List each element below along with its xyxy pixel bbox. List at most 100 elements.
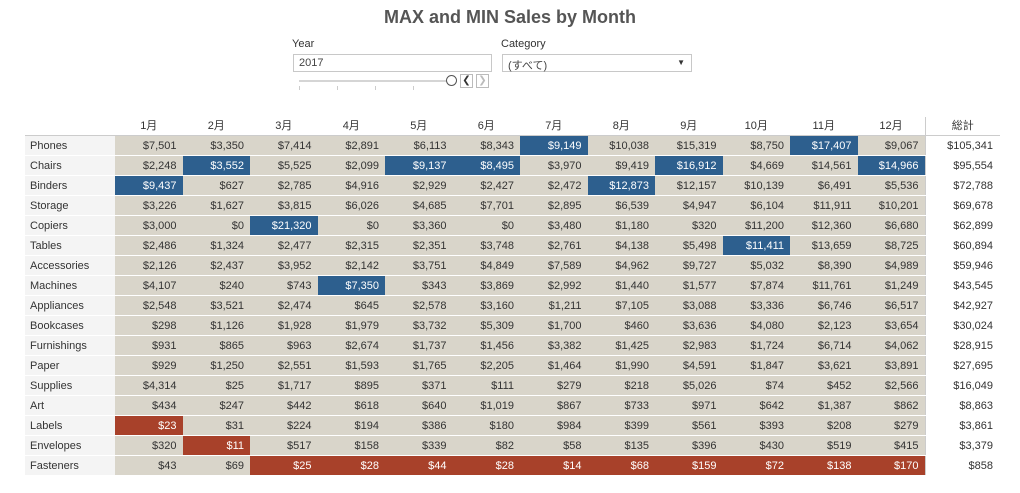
max-sales-cell[interactable]: $21,320 xyxy=(250,215,318,236)
sales-cell[interactable]: $0 xyxy=(317,215,385,236)
sales-cell[interactable]: $931 xyxy=(115,335,183,356)
sales-cell[interactable]: $1,979 xyxy=(317,315,385,336)
max-sales-cell[interactable]: $17,407 xyxy=(790,135,858,156)
min-sales-cell[interactable]: $138 xyxy=(790,455,858,476)
max-sales-cell[interactable]: $11,411 xyxy=(722,235,790,256)
column-header[interactable]: 8月 xyxy=(587,117,655,136)
min-sales-cell[interactable]: $44 xyxy=(385,455,453,476)
sales-cell[interactable]: $2,761 xyxy=(520,235,588,256)
sales-cell[interactable]: $7,501 xyxy=(115,135,183,156)
sales-cell[interactable]: $460 xyxy=(587,315,655,336)
sales-cell[interactable]: $393 xyxy=(722,415,790,436)
max-sales-cell[interactable]: $9,437 xyxy=(115,175,183,196)
sales-cell[interactable]: $434 xyxy=(115,395,183,416)
sales-cell[interactable]: $1,627 xyxy=(182,195,250,216)
sales-cell[interactable]: $2,486 xyxy=(115,235,183,256)
sales-cell[interactable]: $984 xyxy=(520,415,588,436)
row-label[interactable]: Furnishings xyxy=(25,335,115,356)
max-sales-cell[interactable]: $9,137 xyxy=(385,155,453,176)
row-total-cell[interactable]: $60,894 xyxy=(924,235,1000,256)
sales-cell[interactable]: $4,989 xyxy=(857,255,925,276)
sales-cell[interactable]: $6,746 xyxy=(790,295,858,316)
sales-cell[interactable]: $25 xyxy=(182,375,250,396)
row-total-cell[interactable]: $42,927 xyxy=(924,295,1000,316)
sales-cell[interactable]: $3,970 xyxy=(520,155,588,176)
column-header[interactable]: 5月 xyxy=(385,117,453,136)
row-total-cell[interactable]: $105,341 xyxy=(924,135,1000,156)
sales-cell[interactable]: $158 xyxy=(317,435,385,456)
min-sales-cell[interactable]: $28 xyxy=(317,455,385,476)
sales-cell[interactable]: $4,669 xyxy=(722,155,790,176)
sales-cell[interactable]: $4,080 xyxy=(722,315,790,336)
sales-cell[interactable]: $1,211 xyxy=(520,295,588,316)
sales-cell[interactable]: $1,464 xyxy=(520,355,588,376)
min-sales-cell[interactable]: $14 xyxy=(520,455,588,476)
sales-cell[interactable]: $396 xyxy=(655,435,723,456)
row-label[interactable]: Envelopes xyxy=(25,435,115,456)
sales-cell[interactable]: $320 xyxy=(655,215,723,236)
row-total-cell[interactable]: $3,379 xyxy=(924,435,1000,456)
sales-cell[interactable]: $3,636 xyxy=(655,315,723,336)
sales-cell[interactable]: $3,891 xyxy=(857,355,925,376)
row-label[interactable]: Bookcases xyxy=(25,315,115,336)
sales-cell[interactable]: $3,360 xyxy=(385,215,453,236)
sales-cell[interactable]: $279 xyxy=(520,375,588,396)
sales-cell[interactable]: $224 xyxy=(250,415,318,436)
sales-cell[interactable]: $111 xyxy=(452,375,520,396)
sales-cell[interactable]: $3,732 xyxy=(385,315,453,336)
max-sales-cell[interactable]: $8,495 xyxy=(452,155,520,176)
sales-cell[interactable]: $7,414 xyxy=(250,135,318,156)
sales-cell[interactable]: $2,566 xyxy=(857,375,925,396)
row-label[interactable]: Labels xyxy=(25,415,115,436)
row-total-cell[interactable]: $27,695 xyxy=(924,355,1000,376)
sales-cell[interactable]: $1,126 xyxy=(182,315,250,336)
sales-cell[interactable]: $399 xyxy=(587,415,655,436)
column-header[interactable]: 10月 xyxy=(722,117,790,136)
sales-cell[interactable]: $180 xyxy=(452,415,520,436)
sales-cell[interactable]: $2,674 xyxy=(317,335,385,356)
row-label[interactable]: Chairs xyxy=(25,155,115,176)
sales-cell[interactable]: $1,180 xyxy=(587,215,655,236)
sales-cell[interactable]: $971 xyxy=(655,395,723,416)
sales-cell[interactable]: $2,315 xyxy=(317,235,385,256)
sales-cell[interactable]: $12,360 xyxy=(790,215,858,236)
row-total-cell[interactable]: $69,678 xyxy=(924,195,1000,216)
sales-cell[interactable]: $2,551 xyxy=(250,355,318,376)
sales-cell[interactable]: $31 xyxy=(182,415,250,436)
sales-cell[interactable]: $7,105 xyxy=(587,295,655,316)
sales-cell[interactable]: $2,477 xyxy=(250,235,318,256)
sales-cell[interactable]: $2,992 xyxy=(520,275,588,296)
min-sales-cell[interactable]: $25 xyxy=(250,455,318,476)
sales-cell[interactable]: $1,577 xyxy=(655,275,723,296)
sales-cell[interactable]: $733 xyxy=(587,395,655,416)
year-filter-input[interactable]: 2017 xyxy=(293,54,492,72)
max-sales-cell[interactable]: $14,966 xyxy=(857,155,925,176)
sales-cell[interactable]: $2,351 xyxy=(385,235,453,256)
sales-cell[interactable]: $5,026 xyxy=(655,375,723,396)
column-header[interactable]: 3月 xyxy=(250,117,318,136)
max-sales-cell[interactable]: $3,552 xyxy=(182,155,250,176)
sales-cell[interactable]: $3,088 xyxy=(655,295,723,316)
sales-cell[interactable]: $2,427 xyxy=(452,175,520,196)
sales-cell[interactable]: $4,916 xyxy=(317,175,385,196)
sales-cell[interactable]: $9,727 xyxy=(655,255,723,276)
sales-cell[interactable]: $645 xyxy=(317,295,385,316)
year-next-button[interactable]: ❯ xyxy=(476,74,489,88)
sales-cell[interactable]: $2,472 xyxy=(520,175,588,196)
sales-cell[interactable]: $1,250 xyxy=(182,355,250,376)
sales-cell[interactable]: $5,309 xyxy=(452,315,520,336)
sales-cell[interactable]: $6,517 xyxy=(857,295,925,316)
row-total-cell[interactable]: $28,915 xyxy=(924,335,1000,356)
row-total-cell[interactable]: $72,788 xyxy=(924,175,1000,196)
sales-cell[interactable]: $4,849 xyxy=(452,255,520,276)
row-total-cell[interactable]: $858 xyxy=(924,455,1000,476)
sales-cell[interactable]: $1,737 xyxy=(385,335,453,356)
sales-cell[interactable]: $1,425 xyxy=(587,335,655,356)
sales-cell[interactable]: $8,343 xyxy=(452,135,520,156)
sales-cell[interactable]: $2,126 xyxy=(115,255,183,276)
sales-cell[interactable]: $74 xyxy=(722,375,790,396)
row-label[interactable]: Paper xyxy=(25,355,115,376)
sales-cell[interactable]: $1,593 xyxy=(317,355,385,376)
sales-cell[interactable]: $4,962 xyxy=(587,255,655,276)
sales-cell[interactable]: $3,000 xyxy=(115,215,183,236)
